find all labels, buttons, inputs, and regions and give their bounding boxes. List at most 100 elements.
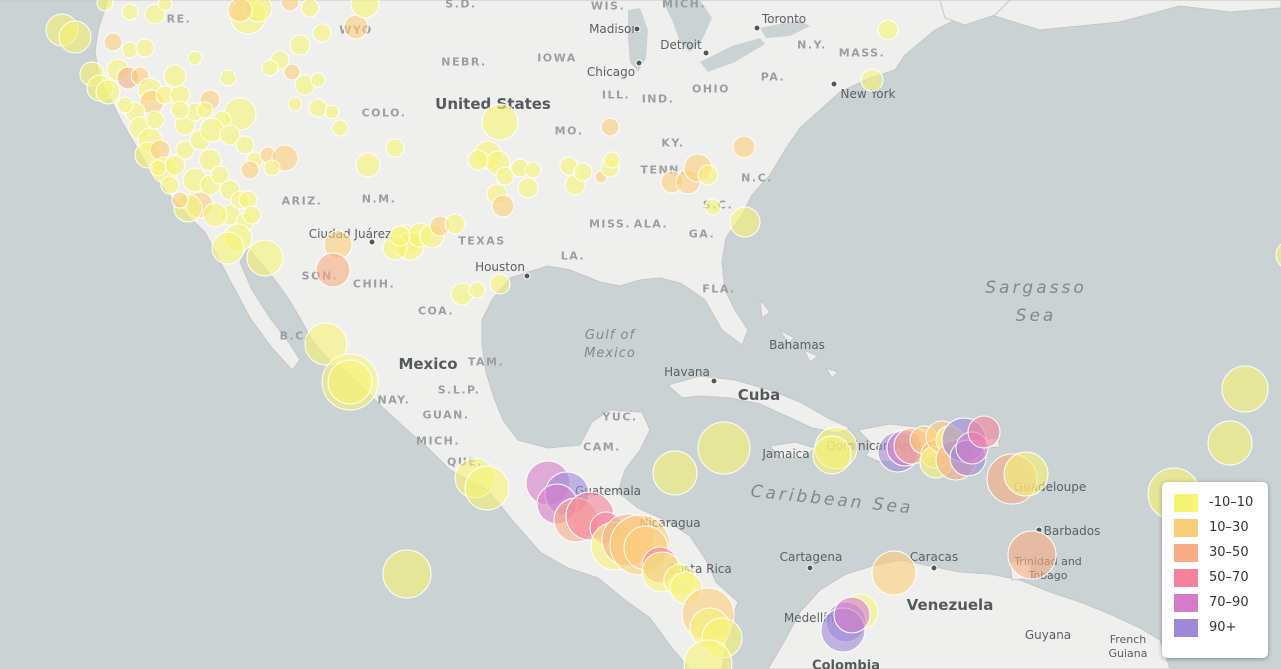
legend-swatch bbox=[1174, 493, 1198, 512]
legend-swatch bbox=[1174, 543, 1198, 562]
earthquake-marker[interactable] bbox=[103, 32, 123, 52]
earthquake-marker[interactable] bbox=[600, 117, 620, 137]
earthquake-marker[interactable] bbox=[121, 41, 139, 59]
earthquake-marker[interactable] bbox=[355, 152, 381, 178]
earthquake-marker[interactable] bbox=[170, 100, 190, 120]
earthquake-marker[interactable] bbox=[382, 549, 432, 599]
earthquake-marker[interactable] bbox=[729, 206, 761, 238]
earthquake-marker[interactable] bbox=[324, 104, 340, 120]
legend-label: 30–50 bbox=[1209, 545, 1249, 560]
earthquake-marker[interactable] bbox=[704, 198, 722, 216]
earthquake-marker[interactable] bbox=[389, 225, 411, 247]
earthquake-marker[interactable] bbox=[385, 138, 405, 158]
earthquake-marker[interactable] bbox=[280, 0, 300, 12]
earthquake-marker[interactable] bbox=[149, 159, 167, 177]
earthquake-marker[interactable] bbox=[157, 0, 173, 12]
earthquake-marker[interactable] bbox=[187, 50, 203, 66]
earthquake-marker[interactable] bbox=[283, 63, 301, 81]
earthquake-marker[interactable] bbox=[350, 0, 380, 19]
city-dot bbox=[368, 238, 376, 246]
legend-row: -10–10 bbox=[1174, 490, 1268, 515]
earthquake-marker[interactable] bbox=[242, 205, 262, 225]
city-dot bbox=[830, 80, 838, 88]
earthquake-marker[interactable] bbox=[1275, 241, 1281, 269]
earthquake-marker[interactable] bbox=[96, 0, 114, 12]
earthquake-marker[interactable] bbox=[219, 69, 237, 87]
legend-label: 70–90 bbox=[1209, 595, 1249, 610]
city-dot bbox=[635, 59, 643, 67]
earthquake-marker[interactable] bbox=[116, 96, 134, 114]
earthquake-marker[interactable] bbox=[467, 149, 489, 171]
earthquake-marker[interactable] bbox=[343, 14, 369, 40]
earthquake-marker[interactable] bbox=[263, 159, 281, 177]
earthquake-marker[interactable] bbox=[697, 421, 751, 475]
earthquake-marker[interactable] bbox=[289, 34, 311, 56]
earthquake-marker[interactable] bbox=[573, 162, 593, 182]
earthquake-marker[interactable] bbox=[860, 68, 884, 92]
legend-swatch bbox=[1174, 518, 1198, 537]
earthquake-marker[interactable] bbox=[310, 72, 326, 88]
earthquake-marker[interactable] bbox=[683, 639, 733, 669]
earthquake-marker[interactable] bbox=[196, 101, 214, 119]
earthquake-marker[interactable] bbox=[240, 160, 260, 180]
legend-label: 50–70 bbox=[1209, 570, 1249, 585]
earthquake-marker[interactable] bbox=[468, 281, 486, 299]
earthquake-marker[interactable] bbox=[160, 175, 180, 195]
earthquake-marker[interactable] bbox=[833, 596, 871, 634]
earthquake-marker[interactable] bbox=[211, 231, 245, 265]
earthquake-marker[interactable] bbox=[812, 435, 852, 475]
earthquake-marker[interactable] bbox=[219, 124, 241, 146]
lake-michigan bbox=[628, 8, 648, 72]
earthquake-marker[interactable] bbox=[175, 140, 195, 160]
earthquake-marker[interactable] bbox=[652, 450, 698, 496]
earthquake-marker[interactable] bbox=[517, 177, 539, 199]
earthquake-marker[interactable] bbox=[967, 415, 1001, 449]
legend-label: 10–30 bbox=[1209, 520, 1249, 535]
earthquake-marker[interactable] bbox=[308, 98, 328, 118]
earthquake-marker[interactable] bbox=[327, 359, 373, 405]
earthquake-marker[interactable] bbox=[145, 110, 165, 130]
earthquake-marker[interactable] bbox=[312, 23, 332, 43]
earthquake-marker[interactable] bbox=[95, 79, 121, 105]
earthquake-marker[interactable] bbox=[300, 0, 320, 18]
earthquake-marker[interactable] bbox=[524, 161, 542, 179]
earthquake-marker[interactable] bbox=[697, 164, 719, 186]
earthquake-marker[interactable] bbox=[58, 20, 92, 54]
earthquake-marker[interactable] bbox=[1003, 451, 1049, 497]
earthquake-marker[interactable] bbox=[135, 38, 155, 58]
legend-label: 90+ bbox=[1209, 620, 1237, 635]
earthquake-marker[interactable] bbox=[287, 96, 303, 112]
earthquake-marker[interactable] bbox=[871, 550, 917, 596]
earthquake-marker[interactable] bbox=[246, 239, 284, 277]
earthquake-marker[interactable] bbox=[464, 465, 510, 511]
earthquake-marker[interactable] bbox=[1007, 530, 1057, 580]
earthquake-marker[interactable] bbox=[732, 135, 756, 159]
earthquake-marker[interactable] bbox=[171, 191, 189, 209]
earthquake-marker[interactable] bbox=[495, 166, 515, 186]
earthquake-marker[interactable] bbox=[227, 0, 253, 23]
earthquake-marker[interactable] bbox=[603, 151, 621, 169]
earthquake-marker[interactable] bbox=[481, 103, 519, 141]
earthquake-marker[interactable] bbox=[315, 252, 351, 288]
earthquake-marker[interactable] bbox=[202, 202, 228, 228]
earthquake-marker[interactable] bbox=[444, 213, 466, 235]
earthquake-marker[interactable] bbox=[304, 322, 348, 366]
earthquake-marker[interactable] bbox=[261, 59, 279, 77]
earthquake-marker[interactable] bbox=[121, 3, 139, 21]
earthquake-marker[interactable] bbox=[235, 135, 255, 155]
earthquake-marker[interactable] bbox=[489, 273, 511, 295]
earthquake-marker[interactable] bbox=[331, 119, 349, 137]
earthquake-marker[interactable] bbox=[210, 165, 230, 185]
earthquake-marker[interactable] bbox=[877, 19, 899, 41]
city-dot bbox=[753, 24, 761, 32]
earthquake-marker[interactable] bbox=[1221, 365, 1269, 413]
earthquake-marker[interactable] bbox=[1207, 420, 1253, 466]
earthquake-marker[interactable] bbox=[198, 148, 222, 172]
legend-swatch bbox=[1174, 618, 1198, 637]
legend-swatch bbox=[1174, 568, 1198, 587]
earthquake-marker[interactable] bbox=[163, 64, 187, 88]
earthquake-marker[interactable] bbox=[491, 194, 515, 218]
